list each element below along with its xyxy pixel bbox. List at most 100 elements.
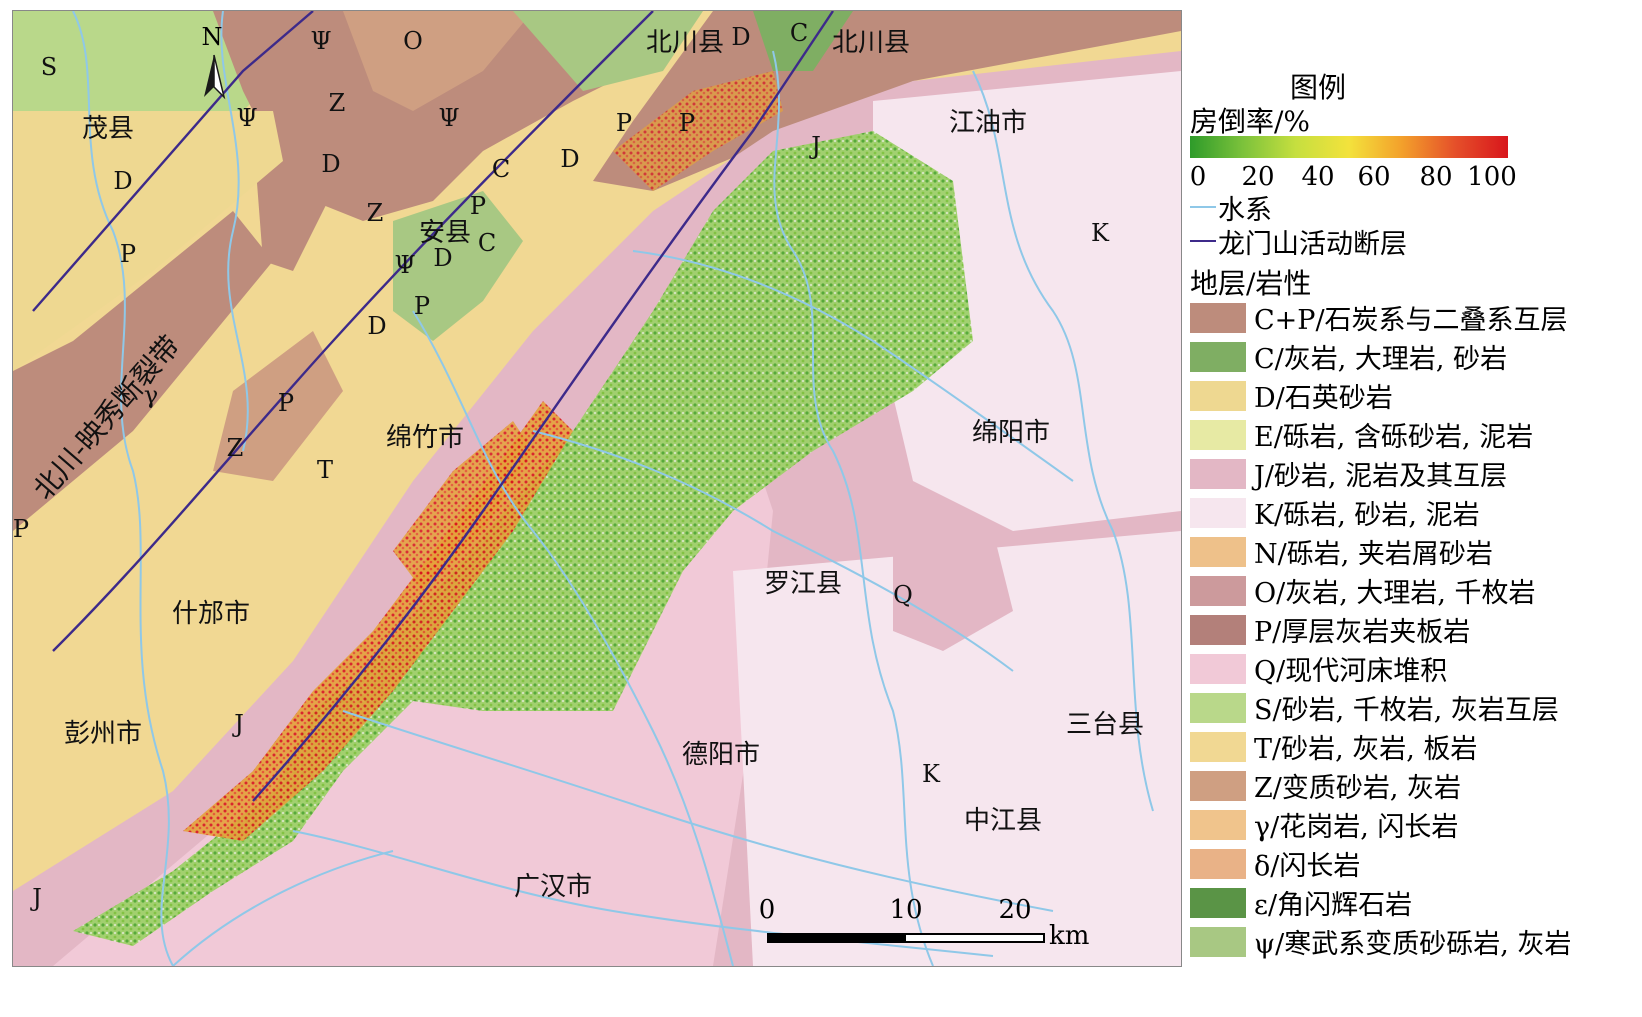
- strata-swatch: [1190, 848, 1246, 879]
- legend-strata-row: δ/闪长岩: [1190, 844, 1640, 883]
- legend-strata-row: S/砂岩, 千枚岩, 灰岩互层: [1190, 688, 1640, 727]
- place-label: 彭州市: [63, 719, 143, 749]
- geologic-map: N 北川-映秀断裂带 茂县 北川县 北川县 江油市 安县 绵竹市 绵阳市 什邡市…: [12, 10, 1182, 967]
- strata-swatch: [1190, 536, 1246, 567]
- strata-label: S/砂岩, 千枚岩, 灰岩互层: [1254, 695, 1559, 726]
- legend-water-label: 水系: [1218, 194, 1272, 226]
- legend-strata-row: C/灰岩, 大理岩, 砂岩: [1190, 337, 1640, 376]
- map-canvas: [13, 11, 1181, 966]
- fault-line-icon: [1190, 240, 1216, 242]
- water-line-icon: [1190, 206, 1216, 208]
- legend-water-row: 水系: [1190, 192, 1272, 226]
- unit-letter: D: [367, 312, 387, 340]
- unit-letter: P: [119, 240, 137, 268]
- strata-label: C/灰岩, 大理岩, 砂岩: [1254, 344, 1508, 375]
- place-label: 绵阳市: [971, 418, 1051, 448]
- scale-unit: km: [1049, 921, 1090, 951]
- place-label: 安县: [418, 218, 472, 248]
- legend-fault-label: 龙门山活动断层: [1218, 228, 1407, 260]
- unit-d-west: [13, 111, 283, 371]
- strata-swatch: [1190, 887, 1246, 918]
- damage-zone-beichuan: [613, 71, 783, 191]
- unit-letter: S: [40, 53, 58, 81]
- place-label: 江油市: [948, 108, 1028, 138]
- river-network: [72, 11, 1154, 966]
- legend-color-ramp: [1190, 136, 1508, 158]
- ramp-tick: 80: [1419, 162, 1453, 192]
- unit-letter: P: [413, 292, 431, 320]
- legend-strata-row: K/砾岩, 砂岩, 泥岩: [1190, 493, 1640, 532]
- legend-strata-row: ψ/寒武系变质砂砾岩, 灰岩: [1190, 922, 1640, 961]
- unit-letter: P: [12, 515, 30, 543]
- unit-letter: P: [469, 192, 487, 220]
- unit-letter: Ψ: [438, 104, 460, 132]
- legend-strata-row: Q/现代河床堆积: [1190, 649, 1640, 688]
- legend-strata-row: Z/变质砂岩, 灰岩: [1190, 766, 1640, 805]
- legend-strata-row: P/厚层灰岩夹板岩: [1190, 610, 1640, 649]
- unit-letter: D: [560, 145, 580, 173]
- strata-label: E/砾岩, 含砾砂岩, 泥岩: [1254, 422, 1534, 453]
- unit-letter: Ψ: [310, 27, 332, 55]
- unit-letter: O: [403, 27, 423, 55]
- map-legend: 图例 房倒率/% 0 20 40 60 80 100 水系 龙门山活动断层 地层…: [1190, 66, 1640, 986]
- legend-title: 图例: [1290, 71, 1347, 104]
- scale-bar-line: [767, 933, 1045, 943]
- unit-letter: K: [922, 760, 940, 788]
- place-label: 绵竹市: [385, 423, 465, 453]
- place-label: 罗江县: [763, 569, 843, 599]
- unit-letter: γ: [143, 381, 159, 409]
- place-label: 北川县: [645, 28, 725, 58]
- legend-rate-label: 房倒率/%: [1190, 105, 1311, 138]
- legend-strata-row: T/砂岩, 灰岩, 板岩: [1190, 727, 1640, 766]
- strata-swatch: [1190, 575, 1246, 606]
- legend-strata-row: C+P/石炭系与二叠系互层: [1190, 298, 1640, 337]
- strata-label: J/砂岩, 泥岩及其互层: [1254, 461, 1508, 492]
- strata-label: ε/角闪辉石岩: [1254, 890, 1413, 921]
- ramp-tick: 20: [1241, 162, 1275, 192]
- unit-z-area-north: [343, 11, 533, 111]
- unit-letter: J: [811, 132, 821, 160]
- unit-letter: D: [321, 150, 341, 178]
- unit-letter: C: [491, 155, 511, 183]
- unit-letter: Ψ: [394, 251, 416, 279]
- unit-letter: T: [316, 456, 334, 484]
- place-label: 茂县: [81, 114, 135, 144]
- ramp-tick: 40: [1301, 162, 1335, 192]
- damage-zone-mianzhu: [393, 421, 533, 591]
- unit-psi-area-an: [393, 191, 523, 341]
- unit-k-south: [733, 531, 1181, 966]
- unit-letter: K: [1091, 219, 1109, 247]
- strata-label: P/厚层灰岩夹板岩: [1254, 617, 1471, 648]
- strata-label: O/灰岩, 大理岩, 千枚岩: [1254, 578, 1536, 609]
- unit-letter: C: [477, 229, 497, 257]
- unit-letter: Z: [366, 199, 384, 227]
- strata-label: N/砾岩, 夹岩屑砂岩: [1254, 539, 1493, 570]
- strata-swatch: [1190, 419, 1246, 450]
- unit-c-ne: [753, 11, 853, 71]
- strata-swatch: [1190, 458, 1246, 489]
- strata-swatch: [1190, 731, 1246, 762]
- legend-fault-row: 龙门山活动断层: [1190, 226, 1407, 260]
- strata-label: Q/现代河床堆积: [1254, 656, 1448, 687]
- legend-strata-row: O/灰岩, 大理岩, 千枚岩: [1190, 571, 1640, 610]
- scale-tick: 0: [758, 895, 776, 925]
- unit-cp-ne: [593, 11, 1181, 191]
- place-label: 什邡市: [171, 599, 251, 629]
- scale-tick: 10: [889, 895, 923, 925]
- strata-label: D/石英砂岩: [1254, 383, 1393, 414]
- strata-label: K/砾岩, 砂岩, 泥岩: [1254, 500, 1480, 531]
- place-label: 中江县: [963, 806, 1043, 836]
- place-label: 德阳市: [681, 740, 761, 770]
- strata-label: ψ/寒武系变质砂砾岩, 灰岩: [1254, 929, 1572, 960]
- scale-bar: 0 10 20 km: [753, 895, 1090, 955]
- place-label: 广汉市: [513, 872, 593, 902]
- unit-q-luojiang: [893, 531, 1013, 651]
- strata-swatch: [1190, 692, 1246, 723]
- unit-letter: C: [789, 19, 809, 47]
- strata-swatch: [1190, 770, 1246, 801]
- strata-label: Z/变质砂岩, 灰岩: [1254, 773, 1462, 804]
- strata-swatch: [1190, 302, 1246, 333]
- legend-strata-row: N/砾岩, 夹岩屑砂岩: [1190, 532, 1640, 571]
- north-letter: N: [201, 23, 223, 51]
- longmenshan-faults: [32, 11, 834, 802]
